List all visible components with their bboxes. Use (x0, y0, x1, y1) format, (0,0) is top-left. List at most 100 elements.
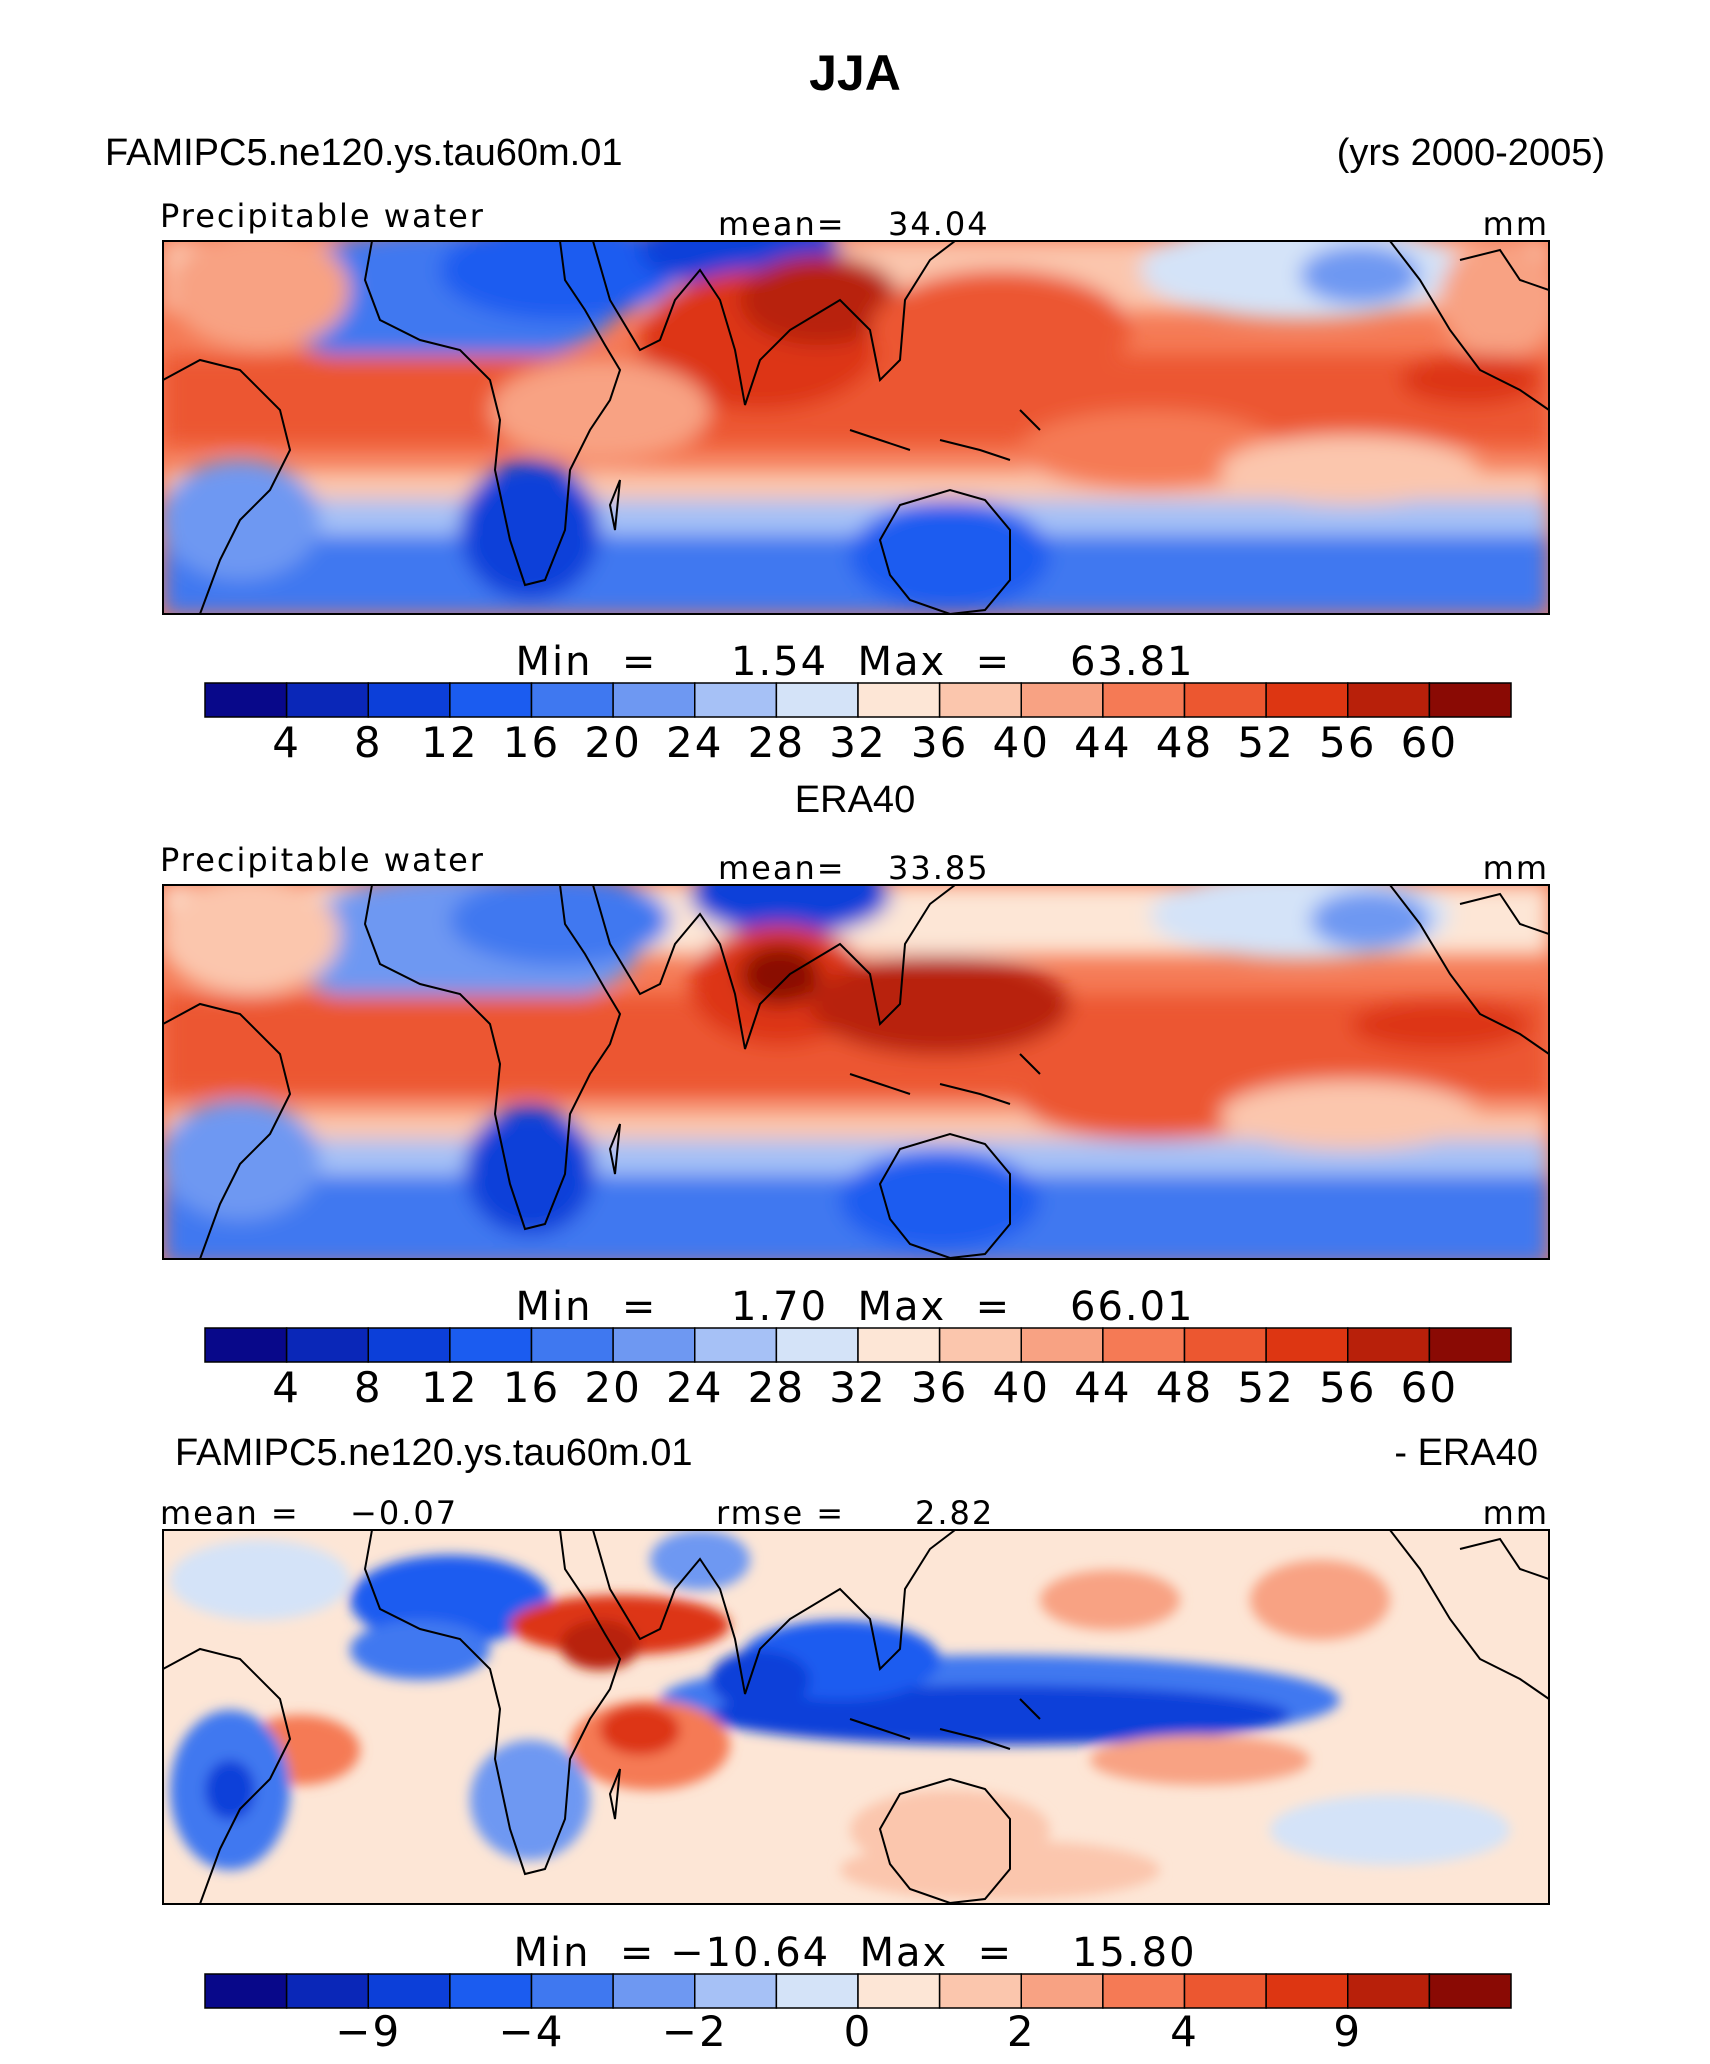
panel1-colorbar (204, 682, 1512, 718)
colorbar-box (1102, 1327, 1186, 1363)
colorbar-tick-label: 36 (911, 1363, 968, 1412)
panel3-case-name: FAMIPC5.ne120.ys.tau60m.01 (175, 1432, 693, 1474)
colorbar-box (938, 1327, 1022, 1363)
colorbar-box (694, 682, 778, 718)
panel1-mean-value: 34.04 (888, 205, 990, 243)
colorbar-tick-label: 16 (503, 718, 560, 767)
panel2-coastlines (163, 885, 1549, 1259)
colorbar-tick-label: 20 (584, 718, 641, 767)
colorbar-tick-label: 52 (1237, 1363, 1294, 1412)
colorbar-box (449, 682, 533, 718)
colorbar-box (285, 1973, 369, 2009)
colorbar-box (938, 682, 1022, 718)
colorbar-box (285, 682, 369, 718)
colorbar-box (1020, 1973, 1104, 2009)
colorbar-box (1020, 1327, 1104, 1363)
colorbar-tick-label: −9 (335, 2007, 401, 2056)
colorbar-box (367, 1973, 451, 2009)
panel2-colorbar (204, 1327, 1512, 1363)
panel2-min-max: Min = 1.70 Max = 66.01 (516, 1284, 1195, 1330)
colorbar-tick-label: 8 (354, 718, 383, 767)
colorbar-box (204, 1973, 288, 2009)
colorbar-tick-label: 40 (993, 718, 1050, 767)
colorbar-box (1265, 682, 1349, 718)
colorbar-box (857, 1973, 941, 2009)
panel2-mean-value: 33.85 (888, 849, 990, 887)
panel1-min-max: Min = 1.54 Max = 63.81 (516, 639, 1195, 685)
panel1-coastlines (163, 241, 1549, 614)
panel2-units: mm (1483, 849, 1549, 887)
colorbar-tick-label: 52 (1237, 718, 1294, 767)
panel3-rmse-value: 2.82 (915, 1494, 994, 1532)
colorbar-box (775, 1973, 859, 2009)
colorbar-box (204, 682, 288, 718)
colorbar-box (1183, 1973, 1267, 2009)
panel1-colorbar-ticks: 4 8 12 16 20 24 28 32 36 40 44 48 52 56 60 (272, 718, 1456, 767)
colorbar-box (1265, 1327, 1349, 1363)
colorbar-box (449, 1973, 533, 2009)
colorbar-tick-label: 56 (1319, 718, 1376, 767)
figure-title: JJA (809, 45, 901, 101)
panel1-case-name: FAMIPC5.ne120.ys.tau60m.01 (105, 132, 623, 174)
panel3-coastlines (163, 1530, 1549, 1904)
colorbar-tick-label: −4 (499, 2007, 565, 2056)
panel3-colorbar (204, 1973, 1512, 2009)
colorbar-box (1347, 1973, 1431, 2009)
colorbar-tick-label: 60 (1401, 1363, 1458, 1412)
panel2-map (163, 885, 1549, 1259)
colorbar-box (857, 1327, 941, 1363)
colorbar-tick-label: 20 (584, 1363, 641, 1412)
panel3-minus-ref: - ERA40 (1394, 1432, 1538, 1474)
panel3-units: mm (1483, 1494, 1549, 1532)
colorbar-tick-label: 24 (666, 1363, 723, 1412)
panel2-colorbar-ticks: 4 8 12 16 20 24 28 32 36 40 44 48 52 56 60 (272, 1363, 1458, 1412)
colorbar-tick-label: 9 (1333, 2007, 1362, 2056)
colorbar-box (1347, 1327, 1431, 1363)
colorbar-tick-label: 2 (1007, 2007, 1036, 2056)
panel3-mean-label: mean = (160, 1494, 300, 1532)
colorbar-box (612, 682, 696, 718)
colorbar-box (775, 1327, 859, 1363)
colorbar-box (1428, 1327, 1512, 1363)
colorbar-box (612, 1973, 696, 2009)
colorbar-box (367, 1327, 451, 1363)
colorbar-box (285, 1327, 369, 1363)
colorbar-tick-label: 24 (666, 718, 723, 767)
colorbar-box (530, 682, 614, 718)
colorbar-box (694, 1327, 778, 1363)
colorbar-box (367, 682, 451, 718)
colorbar-box (1428, 1973, 1512, 2009)
colorbar-tick-label: 32 (829, 1363, 886, 1412)
colorbar-box (694, 1973, 778, 2009)
colorbar-tick-label: 12 (421, 1363, 478, 1412)
colorbar-tick-label: 32 (829, 718, 886, 767)
colorbar-tick-label: 48 (1156, 718, 1213, 767)
colorbar-tick-label: 4 (272, 718, 301, 767)
colorbar-box (449, 1327, 533, 1363)
colorbar-tick-label: 28 (748, 1363, 805, 1412)
colorbar-box (775, 682, 859, 718)
colorbar-tick-label: 12 (421, 718, 478, 767)
colorbar-tick-label: −2 (662, 2007, 728, 2056)
colorbar-box (612, 1327, 696, 1363)
colorbar-tick-label: 48 (1156, 1363, 1213, 1412)
colorbar-tick-label: 4 (1170, 2007, 1199, 2056)
colorbar-tick-label: 16 (503, 1363, 560, 1412)
panel2-frame (162, 884, 1550, 1260)
colorbar-box (1265, 1973, 1349, 2009)
colorbar-box (1347, 682, 1431, 718)
panel2-mean-label: mean= (718, 849, 846, 887)
panel3-min-max: Min = −10.64 Max = 15.80 (513, 1930, 1196, 1976)
colorbar-tick-label: 4 (272, 1363, 301, 1412)
panel1-years: (yrs 2000-2005) (1337, 132, 1605, 174)
panel3-mean-value: −0.07 (350, 1494, 458, 1532)
colorbar-box (204, 1327, 288, 1363)
colorbar-box (530, 1973, 614, 2009)
colorbar-tick-label: 36 (911, 718, 968, 767)
colorbar-tick-label: 28 (748, 718, 805, 767)
colorbar-box (1020, 682, 1104, 718)
panel1-frame (162, 240, 1550, 615)
panel2-case-name: ERA40 (795, 779, 915, 821)
colorbar-box (1102, 682, 1186, 718)
